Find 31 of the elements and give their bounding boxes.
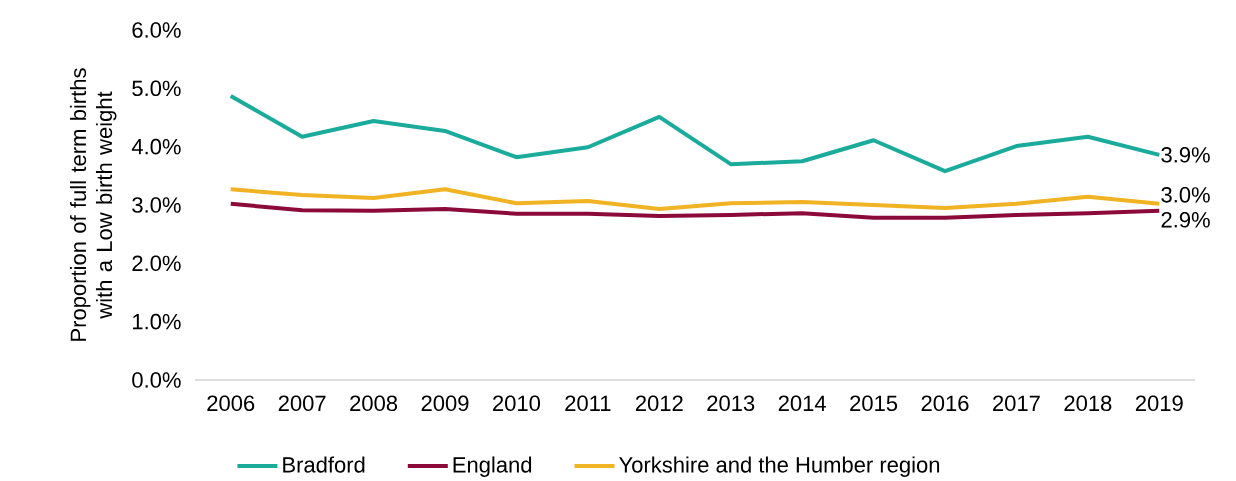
x-tick-label: 2018 — [1064, 395, 1112, 412]
data-label: 3.9% — [1161, 147, 1210, 163]
legend-label: Yorkshire and the Humber region — [619, 456, 940, 477]
legend-label: Bradford — [283, 456, 365, 473]
y-tick-label: 3.0% — [132, 197, 181, 213]
data-label: 3.0% — [1161, 187, 1210, 203]
y-axis-title: Proportion of full term births with a Low birth weight — [69, 68, 117, 341]
y-tick-label: 2.0% — [132, 255, 181, 272]
x-tick-label: 2014 — [778, 395, 826, 412]
x-tick-label: 2015 — [850, 395, 898, 412]
x-tick-label: 2011 — [565, 395, 611, 412]
x-tick-label: 2006 — [207, 395, 255, 412]
y-tick-label: 0.0% — [132, 372, 181, 388]
line-series — [228, 187, 1162, 212]
line-series — [228, 201, 1162, 220]
x-tick-label: 2012 — [635, 395, 683, 412]
data-label: 2.9% — [1161, 212, 1210, 228]
x-tick-label: 2008 — [350, 395, 398, 412]
x-tick-label: 2007 — [278, 395, 326, 412]
x-tick-label: 2009 — [421, 395, 469, 412]
x-tick-label: 2017 — [993, 395, 1040, 412]
x-tick-label: 2019 — [1135, 395, 1183, 412]
y-tick-label: 6.0% — [132, 22, 181, 38]
x-tick-label: 2013 — [707, 395, 755, 412]
line-series — [228, 93, 1162, 174]
x-tick-label: 2010 — [493, 395, 541, 412]
y-tick-label: 4.0% — [131, 138, 181, 155]
y-tick-label: 1.0% — [133, 313, 181, 330]
x-tick-label: 2016 — [921, 395, 969, 412]
y-tick-label: 5.0% — [132, 80, 181, 97]
legend-label: England — [453, 456, 532, 477]
